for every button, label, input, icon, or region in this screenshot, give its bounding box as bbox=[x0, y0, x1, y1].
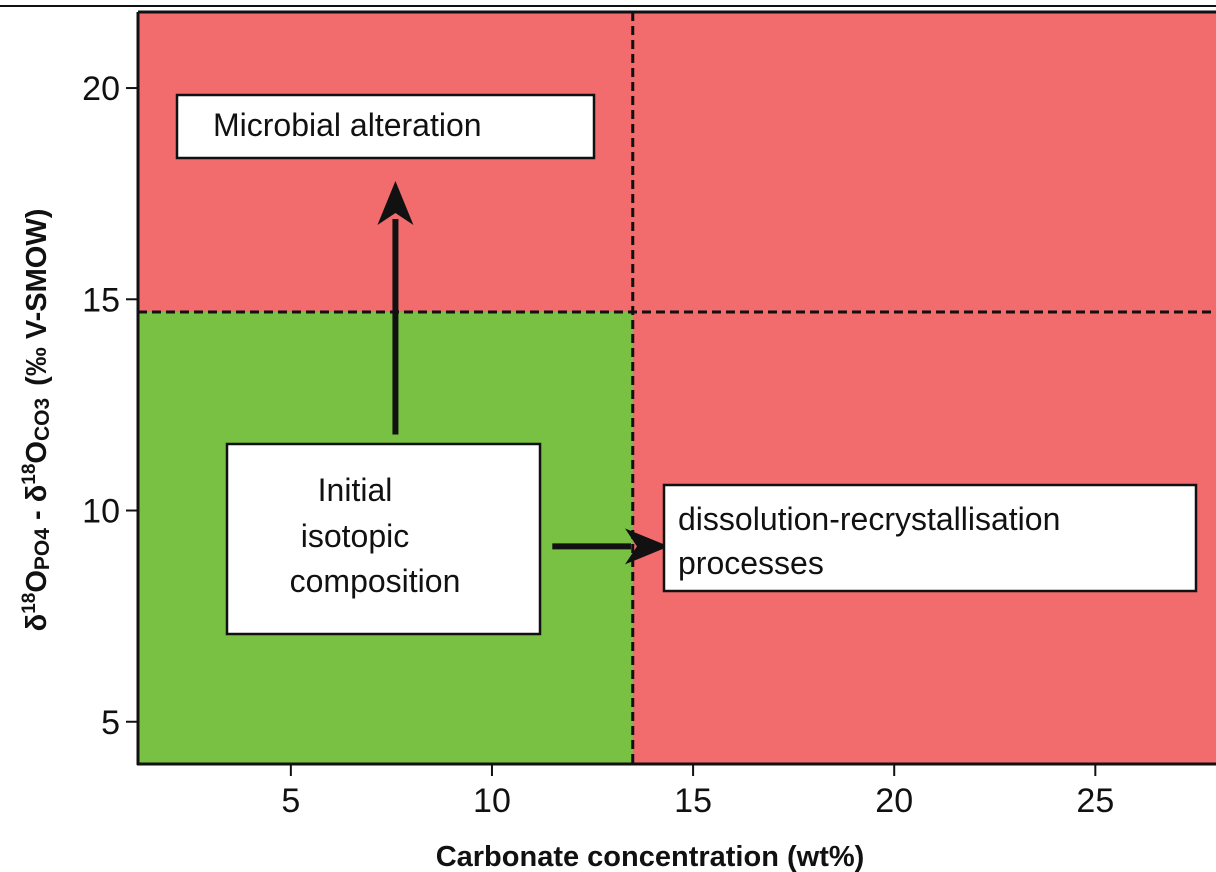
dissolution-text-line: processes bbox=[678, 545, 824, 581]
y-title-unit: (‰ V-SMOW) bbox=[21, 209, 53, 386]
y-tick-label: 20 bbox=[82, 70, 120, 108]
microbial-text-line: Microbial alteration bbox=[213, 107, 482, 143]
y-title-sub-1: PO4 bbox=[31, 528, 54, 570]
microbial-box bbox=[175, 93, 596, 160]
y-tick-label: 5 bbox=[101, 704, 120, 742]
dissolution-text-line: dissolution-recrystallisation bbox=[678, 501, 1060, 537]
y-title-sup-2: 18 bbox=[19, 464, 40, 485]
y-title-delta-1: δ bbox=[21, 614, 53, 632]
y-title-o-1: O bbox=[21, 570, 53, 593]
x-axis-title: Carbonate concentration (wt%) bbox=[436, 841, 865, 872]
annotations: Microbial alteration Initial isotopic compo… bbox=[175, 93, 1198, 636]
initial-box bbox=[225, 442, 542, 636]
right-arrow-head bbox=[624, 528, 669, 565]
x-tick-label: 15 bbox=[674, 782, 712, 820]
y-axis-title: δ18OPO4 - δ18OCO3(‰ V-SMOW) bbox=[19, 209, 54, 632]
x-tick-label: 5 bbox=[281, 782, 300, 820]
x-tick-label: 25 bbox=[1076, 782, 1114, 820]
y-tick-label: 15 bbox=[82, 281, 120, 319]
ticks: 5 10 15 20 25 5 10 15 20 bbox=[82, 70, 1114, 820]
initial-text-line: isotopic bbox=[301, 518, 410, 554]
initial-text-line: Initial bbox=[318, 472, 393, 508]
x-tick-label: 20 bbox=[875, 782, 913, 820]
initial-text-line: composition bbox=[290, 563, 461, 599]
axes bbox=[0, 5, 1216, 766]
y-title-o-2: O bbox=[21, 441, 53, 464]
y-title-sub-2: CO3 bbox=[31, 398, 54, 441]
up-arrow-head bbox=[377, 180, 414, 225]
y-title-sup-1: 18 bbox=[19, 593, 40, 614]
dissolution-box bbox=[662, 483, 1198, 593]
y-tick-label: 10 bbox=[82, 493, 120, 531]
y-title-minus: - δ bbox=[21, 485, 53, 528]
arrows bbox=[377, 180, 669, 565]
threshold-lines bbox=[138, 12, 1216, 764]
x-tick-label: 10 bbox=[473, 782, 511, 820]
